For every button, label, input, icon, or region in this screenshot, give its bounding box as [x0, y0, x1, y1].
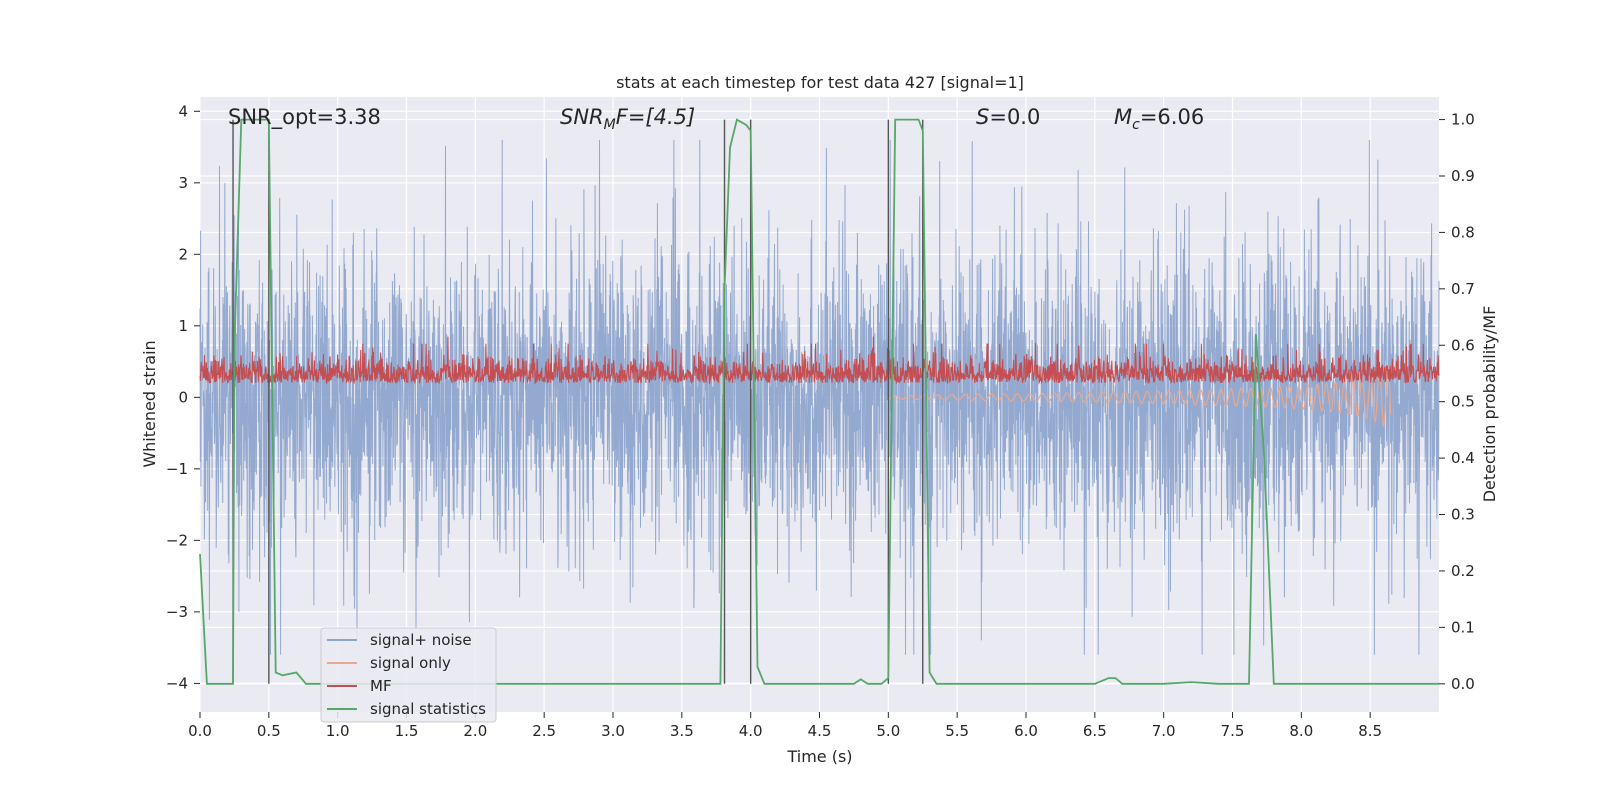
x-tick-label: 1.5	[395, 722, 419, 740]
y-right-tick-label: 0.8	[1451, 223, 1475, 241]
legend-label-signal-statistics: signal statistics	[370, 700, 486, 718]
x-tick-label: 7.5	[1221, 722, 1245, 740]
y-right-tick-label: 0.4	[1451, 449, 1475, 467]
y-axis-right-label: Detection probability/MF	[1480, 306, 1499, 503]
annotation-snr-mf: SNRMF=[4.5]	[560, 105, 695, 133]
y-tick-label: 4	[178, 102, 188, 120]
chart-title: stats at each timestep for test data 427…	[616, 73, 1024, 92]
x-axis-ticks: 0.0 0.5 1.0 1.5 2.0 2.5 3.0 3.5 4.0 4.5 5.0 5.5 6.0 6…	[188, 712, 1382, 740]
annotation-snr-mf-sub: M	[604, 117, 616, 133]
y-right-tick-label: 0.0	[1451, 675, 1475, 693]
legend: signal+ noise signal only MF signal stat…	[320, 627, 497, 723]
y-right-tick-label: 0.6	[1451, 336, 1475, 354]
mf-series	[199, 336, 1440, 385]
y-tick-label: −2	[166, 531, 188, 549]
x-tick-label: 4.5	[808, 722, 832, 740]
legend-label-signal-only: signal only	[370, 654, 451, 672]
annotation-mc-main: M	[1114, 105, 1132, 129]
y-tick-label: −3	[166, 603, 188, 621]
x-tick-label: 2.5	[532, 722, 556, 740]
x-tick-label: 5.0	[876, 722, 900, 740]
y-right-tick-label: 0.1	[1451, 618, 1475, 636]
annotation-s: S=0.0	[976, 105, 1040, 129]
signal-noise-line	[199, 139, 1440, 655]
y-tick-label: 1	[178, 317, 188, 335]
mf-line	[199, 336, 1440, 385]
legend-label-mf: MF	[370, 677, 392, 695]
signal-only-line	[888, 365, 1392, 428]
y-right-tick-label: 0.9	[1451, 167, 1475, 185]
x-tick-label: 2.0	[463, 722, 487, 740]
annotation-mc-rest: =6.06	[1140, 105, 1204, 129]
y-tick-label: −1	[166, 460, 188, 478]
signal-statistics-series	[199, 118, 1439, 685]
x-tick-label: 6.0	[1014, 722, 1038, 740]
x-tick-label: 7.0	[1152, 722, 1176, 740]
annotation-snr-mf-main: SNR	[560, 105, 604, 129]
y-axis-left-ticks: −4 −3 −2 −1 0 1 2 3 4	[166, 102, 200, 692]
x-axis-label: Time (s)	[786, 747, 852, 766]
legend-box	[320, 627, 497, 723]
x-tick-label: 4.0	[739, 722, 763, 740]
y-right-tick-label: 1.0	[1451, 111, 1475, 129]
signal-statistics-line	[199, 118, 1439, 685]
x-tick-label: 5.5	[945, 722, 969, 740]
y-right-tick-label: 0.7	[1451, 280, 1475, 298]
y-right-tick-label: 0.2	[1451, 562, 1475, 580]
x-tick-label: 1.0	[326, 722, 350, 740]
x-tick-label: 0.0	[188, 722, 212, 740]
legend-label-signal-noise: signal+ noise	[370, 631, 472, 649]
x-tick-label: 0.5	[257, 722, 281, 740]
x-tick-label: 8.0	[1289, 722, 1313, 740]
annotation-mc-sub: c	[1132, 117, 1140, 133]
signal-only-series	[888, 365, 1392, 428]
signal-noise-series	[199, 139, 1440, 655]
x-tick-label: 6.5	[1083, 722, 1107, 740]
y-right-tick-label: 0.3	[1451, 506, 1475, 524]
annotation-snr-opt: SNR_opt=3.38	[228, 105, 381, 130]
y-axis-right-ticks: 0.0 0.1 0.2 0.3 0.4 0.5 0.6 0.7 0.8 0.9 1.0	[1439, 111, 1475, 693]
x-tick-label: 3.0	[601, 722, 625, 740]
y-tick-label: 0	[178, 388, 188, 406]
annotation-mc: Mc=6.06	[1114, 105, 1204, 133]
annotation-snr-mf-rest: F=[4.5]	[616, 105, 695, 129]
y-tick-label: 3	[178, 174, 188, 192]
y-tick-label: 2	[178, 245, 188, 263]
x-tick-label: 8.5	[1358, 722, 1382, 740]
x-tick-label: 3.5	[670, 722, 694, 740]
y-axis-left-label: Whitened strain	[140, 340, 159, 467]
annotation-s-rest: =0.0	[989, 105, 1040, 129]
y-right-tick-label: 0.5	[1451, 393, 1475, 411]
annotation-s-var: S	[976, 105, 989, 129]
y-tick-label: −4	[166, 674, 188, 692]
